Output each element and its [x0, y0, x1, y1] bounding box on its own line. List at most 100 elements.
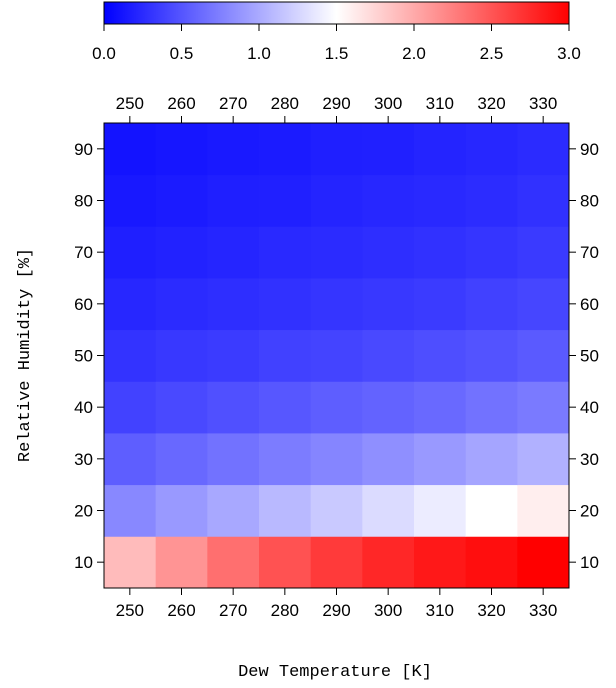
heatmap-cell: [155, 484, 208, 537]
x-tick-bottom-label: 330: [529, 601, 557, 620]
colorbar: 0.0 0.5 1.0 1.5 2.0 2.5 3.0: [92, 1, 581, 63]
heatmap-cell: [362, 433, 415, 486]
heatmap-cell: [414, 174, 467, 227]
heatmap-cell: [259, 226, 312, 279]
heatmap-cell: [259, 484, 312, 537]
heatmap-cell: [259, 381, 312, 434]
heatmap-cell: [310, 381, 363, 434]
x-tick-top-label: 250: [116, 94, 144, 113]
x-tick-bottom-label: 270: [219, 601, 247, 620]
heatmap-cell: [517, 433, 570, 486]
heatmap-cell: [104, 329, 157, 382]
heatmap-cell: [259, 433, 312, 486]
x-tick-top-label: 270: [219, 94, 247, 113]
y-tick-right-label: 80: [580, 192, 599, 211]
y-tick-right-label: 70: [580, 243, 599, 262]
heatmap-cell: [155, 278, 208, 331]
heatmap-cell: [155, 329, 208, 382]
x-tick-top-label: 310: [426, 94, 454, 113]
x-tick-top-label: 320: [477, 94, 505, 113]
heatmap-cell: [414, 329, 467, 382]
y-tick-right-label: 30: [580, 450, 599, 469]
heatmap-cell: [362, 381, 415, 434]
y-tick-right-label: 90: [580, 140, 599, 159]
heatmap-cell: [465, 174, 518, 227]
heatmap-cell: [155, 174, 208, 227]
colorbar-tick-label: 1.0: [247, 44, 271, 63]
heatmap-cell: [414, 123, 467, 176]
colorbar-tick-label: 3.0: [557, 44, 581, 63]
heatmap-cell: [414, 226, 467, 279]
heatmap-cell: [517, 329, 570, 382]
heatmap-cell: [104, 278, 157, 331]
y-tick-left-label: 80: [74, 192, 93, 211]
heatmap-cell: [104, 123, 157, 176]
colorbar-tick-label: 0.5: [170, 44, 194, 63]
x-tick-bottom-label: 310: [426, 601, 454, 620]
axes: 250 250 260 260 270 270 280 280 290 290 300 300 310 3…: [74, 94, 599, 620]
x-tick-bottom-label: 320: [477, 601, 505, 620]
heatmap-cell: [414, 484, 467, 537]
x-tick-bottom-label: 290: [322, 601, 350, 620]
y-tick-left-label: 90: [74, 140, 93, 159]
heatmap-cell: [207, 226, 260, 279]
y-tick-left-label: 70: [74, 243, 93, 262]
heatmap-cell: [517, 123, 570, 176]
x-tick-top-label: 260: [167, 94, 195, 113]
x-tick-bottom-label: 250: [116, 601, 144, 620]
heatmap-cell: [155, 536, 208, 589]
heatmap-cell: [104, 226, 157, 279]
heatmap-cell: [207, 536, 260, 589]
y-tick-right-label: 20: [580, 502, 599, 521]
heatmap-cell: [362, 484, 415, 537]
heatmap-cell: [465, 226, 518, 279]
heatmap-cell: [207, 278, 260, 331]
heatmap-cell: [310, 278, 363, 331]
heatmap-cell: [414, 433, 467, 486]
heatmap-cell: [465, 381, 518, 434]
heatmap-cell: [362, 329, 415, 382]
heatmap-cell: [310, 226, 363, 279]
heatmap-cell: [104, 484, 157, 537]
x-tick-bottom-label: 300: [374, 601, 402, 620]
heatmap-cell: [362, 174, 415, 227]
heatmap-cell: [465, 484, 518, 537]
heatmap-cell: [362, 536, 415, 589]
y-tick-right-label: 40: [580, 398, 599, 417]
heatmap-cell: [414, 278, 467, 331]
y-tick-left-label: 30: [74, 450, 93, 469]
heatmap-cell: [310, 433, 363, 486]
y-tick-right-label: 10: [580, 553, 599, 572]
x-tick-bottom-label: 280: [271, 601, 299, 620]
heatmap-cell: [104, 174, 157, 227]
heatmap-cell: [414, 536, 467, 589]
heatmap-cell: [259, 278, 312, 331]
y-tick-left-label: 40: [74, 398, 93, 417]
heatmap-cell: [207, 433, 260, 486]
heatmap-cell: [517, 174, 570, 227]
x-tick-top-label: 330: [529, 94, 557, 113]
heatmap-cell: [207, 329, 260, 382]
x-tick-top-label: 280: [271, 94, 299, 113]
x-tick-top-label: 300: [374, 94, 402, 113]
heatmap-cell: [259, 174, 312, 227]
heatmap-cell: [310, 484, 363, 537]
colorbar-gradient: [103, 1, 570, 25]
heatmap-cell: [465, 329, 518, 382]
heatmap-cell: [517, 278, 570, 331]
heatmap-cell: [362, 226, 415, 279]
heatmap-cell: [207, 484, 260, 537]
colorbar-tick-label: 0.0: [92, 44, 116, 63]
heatmap-cell: [207, 381, 260, 434]
heatmap-cell: [207, 123, 260, 176]
heatmap-cell: [310, 174, 363, 227]
heatmap-cell: [310, 329, 363, 382]
heatmap-cell: [104, 536, 157, 589]
heatmap-cell: [465, 278, 518, 331]
x-tick-top-label: 290: [322, 94, 350, 113]
y-tick-left-label: 10: [74, 553, 93, 572]
y-tick-left-label: 50: [74, 347, 93, 366]
heatmap-cell: [104, 381, 157, 434]
heatmap-cell: [259, 123, 312, 176]
